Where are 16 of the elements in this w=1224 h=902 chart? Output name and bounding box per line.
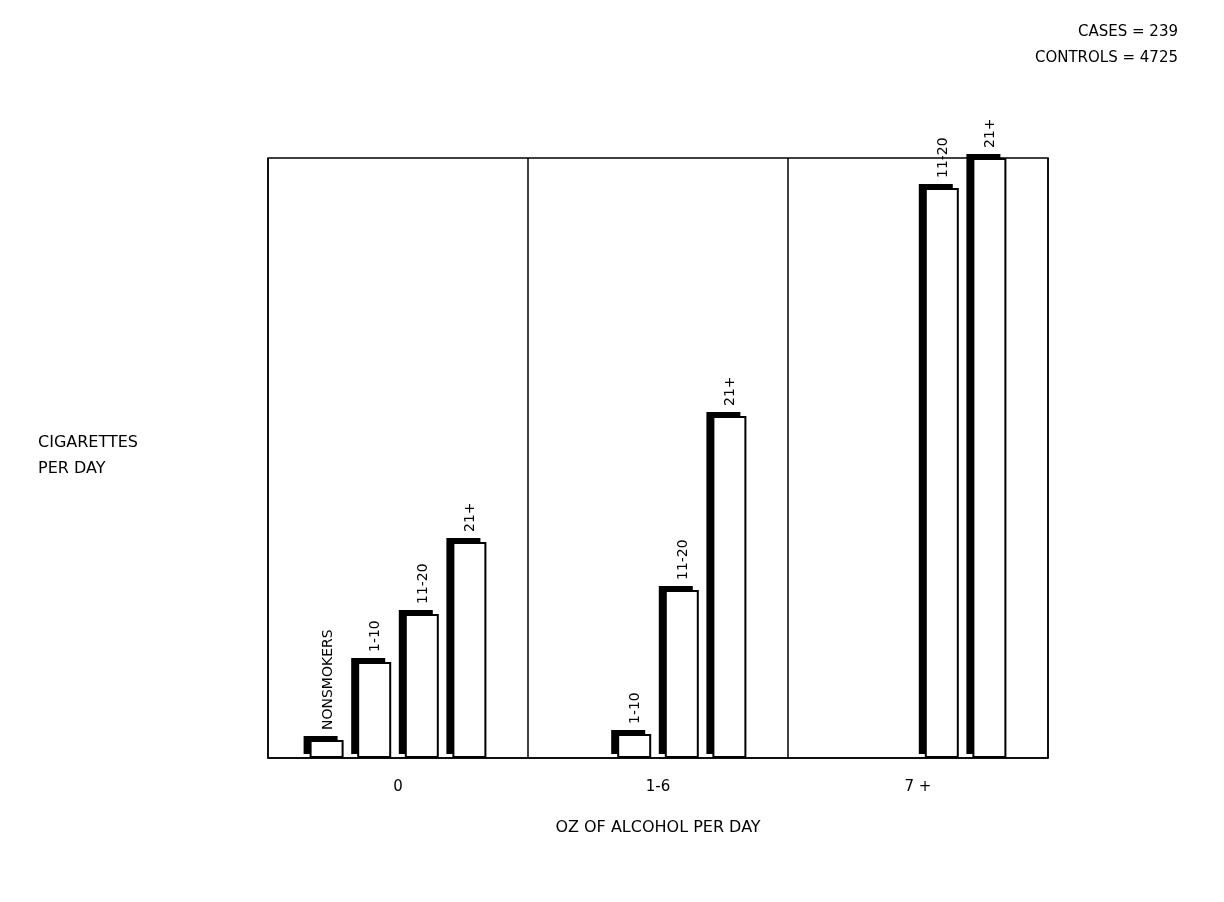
text: 21+ [981,118,998,148]
x-tick-label: 1-6 [645,776,671,795]
text: CIGARETTES PER DAY [38,431,138,477]
x-tick-label: 7 + [904,776,932,795]
text: 11-20 [933,137,950,178]
x-tick-label: 0 [393,776,403,795]
text: 1-10 [366,620,383,652]
text: 1-10 [626,692,643,724]
text: 21+ [461,502,478,532]
text: CONTROLS = 4725 [1034,47,1179,66]
text: 21+ [721,376,738,406]
text: CASES = 239 [1078,21,1179,40]
text: 11-20 [673,539,690,580]
text: NONSMOKERS [318,629,335,730]
x-axis-title: OZ OF ALCOHOL PER DAY [555,816,761,836]
text: 11-20 [413,563,430,604]
